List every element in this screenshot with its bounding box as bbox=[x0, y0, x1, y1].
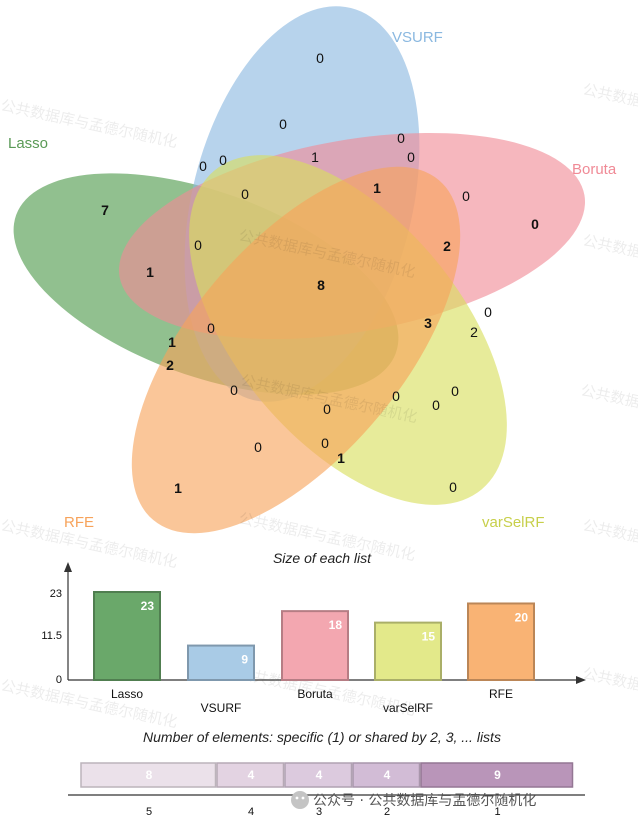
set-label-lasso: Lasso bbox=[8, 135, 48, 152]
set-label-varselrf: varSelRF bbox=[482, 514, 545, 531]
venn-region-count: 0 bbox=[207, 320, 215, 336]
venn-region-count: 1 bbox=[373, 180, 381, 196]
wechat-icon bbox=[291, 791, 309, 809]
wechat-account: 公众号 · 公共数据库与孟德尔随机化 bbox=[313, 793, 536, 809]
y-axis-arrow bbox=[64, 562, 72, 572]
venn-region-count: 7 bbox=[101, 202, 109, 218]
venn-region-count: 1 bbox=[337, 450, 345, 466]
set-label-rfe: RFE bbox=[64, 514, 94, 531]
venn-region-count: 0 bbox=[451, 383, 459, 399]
venn-region-count: 0 bbox=[432, 397, 440, 413]
venn-region-count: 0 bbox=[241, 186, 249, 202]
shared-segment-value: 4 bbox=[248, 768, 255, 782]
venn-region-count: 1 bbox=[174, 480, 182, 496]
bar-category-label: Lasso bbox=[111, 687, 143, 701]
y-tick-zero: 0 bbox=[56, 674, 62, 686]
venn-region-count: 2 bbox=[166, 357, 174, 373]
venn-region-count: 2 bbox=[470, 324, 478, 340]
venn-region-count: 0 bbox=[392, 388, 400, 404]
venn-region-count: 0 bbox=[199, 158, 207, 174]
shared-segment-value: 4 bbox=[384, 768, 391, 782]
venn-region-count: 0 bbox=[462, 188, 470, 204]
venn-region-count: 0 bbox=[321, 435, 329, 451]
venn-region-count: 0 bbox=[531, 216, 539, 232]
venn-upset-figure: VSURF Lasso Boruta RFE varSelRF 000070 0 1… bbox=[0, 0, 638, 826]
bar-category-label: VSURF bbox=[201, 701, 242, 715]
venn-region-count: 3 bbox=[424, 315, 432, 331]
shared-segment-value: 9 bbox=[494, 768, 501, 782]
watermark-text: 公共数据库与孟德尔随机化 bbox=[581, 516, 638, 571]
venn-region-count: 0 bbox=[449, 479, 457, 495]
watermark-text: 公共数据库与孟德尔随机化 bbox=[581, 231, 638, 286]
venn-region-count: 0 bbox=[194, 237, 202, 253]
set-label-boruta: Boruta bbox=[572, 161, 617, 178]
wechat-footer: 公众号 · 公共数据库与孟德尔随机化 bbox=[291, 791, 536, 809]
venn-region-count: 8 bbox=[317, 277, 325, 293]
venn-region-count: 1 bbox=[168, 334, 176, 350]
venn-region-count: 0 bbox=[407, 149, 415, 165]
bar-category-label: Boruta bbox=[297, 687, 333, 701]
watermark-text: 公共数据库与孟德尔随机化 bbox=[0, 676, 179, 731]
venn-region-count: 0 bbox=[219, 152, 227, 168]
shared-segment-label: 5 bbox=[146, 806, 152, 818]
watermark-text: 公共数据库与孟德尔随机化 bbox=[581, 664, 638, 719]
venn-region-count: 0 bbox=[316, 50, 324, 66]
list-size-bar-chart: Size of each list 23 11.5 0 23 Lasso 9 VSUR… bbox=[41, 550, 586, 715]
venn-region-count: 0 bbox=[254, 439, 262, 455]
bar-category-label: RFE bbox=[489, 687, 513, 701]
venn-region-count: 1 bbox=[311, 149, 319, 165]
venn-region-count: 0 bbox=[230, 382, 238, 398]
y-tick-top: 23 bbox=[50, 588, 62, 600]
shared-segment-value: 8 bbox=[146, 768, 153, 782]
bar-value-label: 23 bbox=[141, 599, 155, 613]
bar-chart-title: Size of each list bbox=[273, 550, 372, 566]
shared-segment-label: 4 bbox=[248, 806, 254, 818]
bar-value-label: 15 bbox=[422, 630, 436, 644]
shared-segment-value: 4 bbox=[316, 768, 323, 782]
venn-region-count: 2 bbox=[443, 238, 451, 254]
venn-region-count: 0 bbox=[279, 116, 287, 132]
bar-value-label: 18 bbox=[329, 618, 343, 632]
bar-value-label: 20 bbox=[515, 610, 529, 624]
bar-category-label: varSelRF bbox=[383, 701, 433, 715]
watermark-text: 公共数据库与孟德尔随机化 bbox=[579, 381, 638, 436]
venn-region-count: 0 bbox=[397, 130, 405, 146]
venn-region-count: 0 bbox=[484, 304, 492, 320]
shared-chart-title: Number of elements: specific (1) or shar… bbox=[143, 729, 501, 745]
watermark-text: 公共数据库与孟德尔随机化 bbox=[581, 80, 638, 135]
bar-value-label: 9 bbox=[241, 653, 248, 667]
y-tick-mid: 11.5 bbox=[41, 630, 62, 642]
venn-region-count: 1 bbox=[146, 264, 154, 280]
set-label-vsurf: VSURF bbox=[392, 29, 443, 46]
